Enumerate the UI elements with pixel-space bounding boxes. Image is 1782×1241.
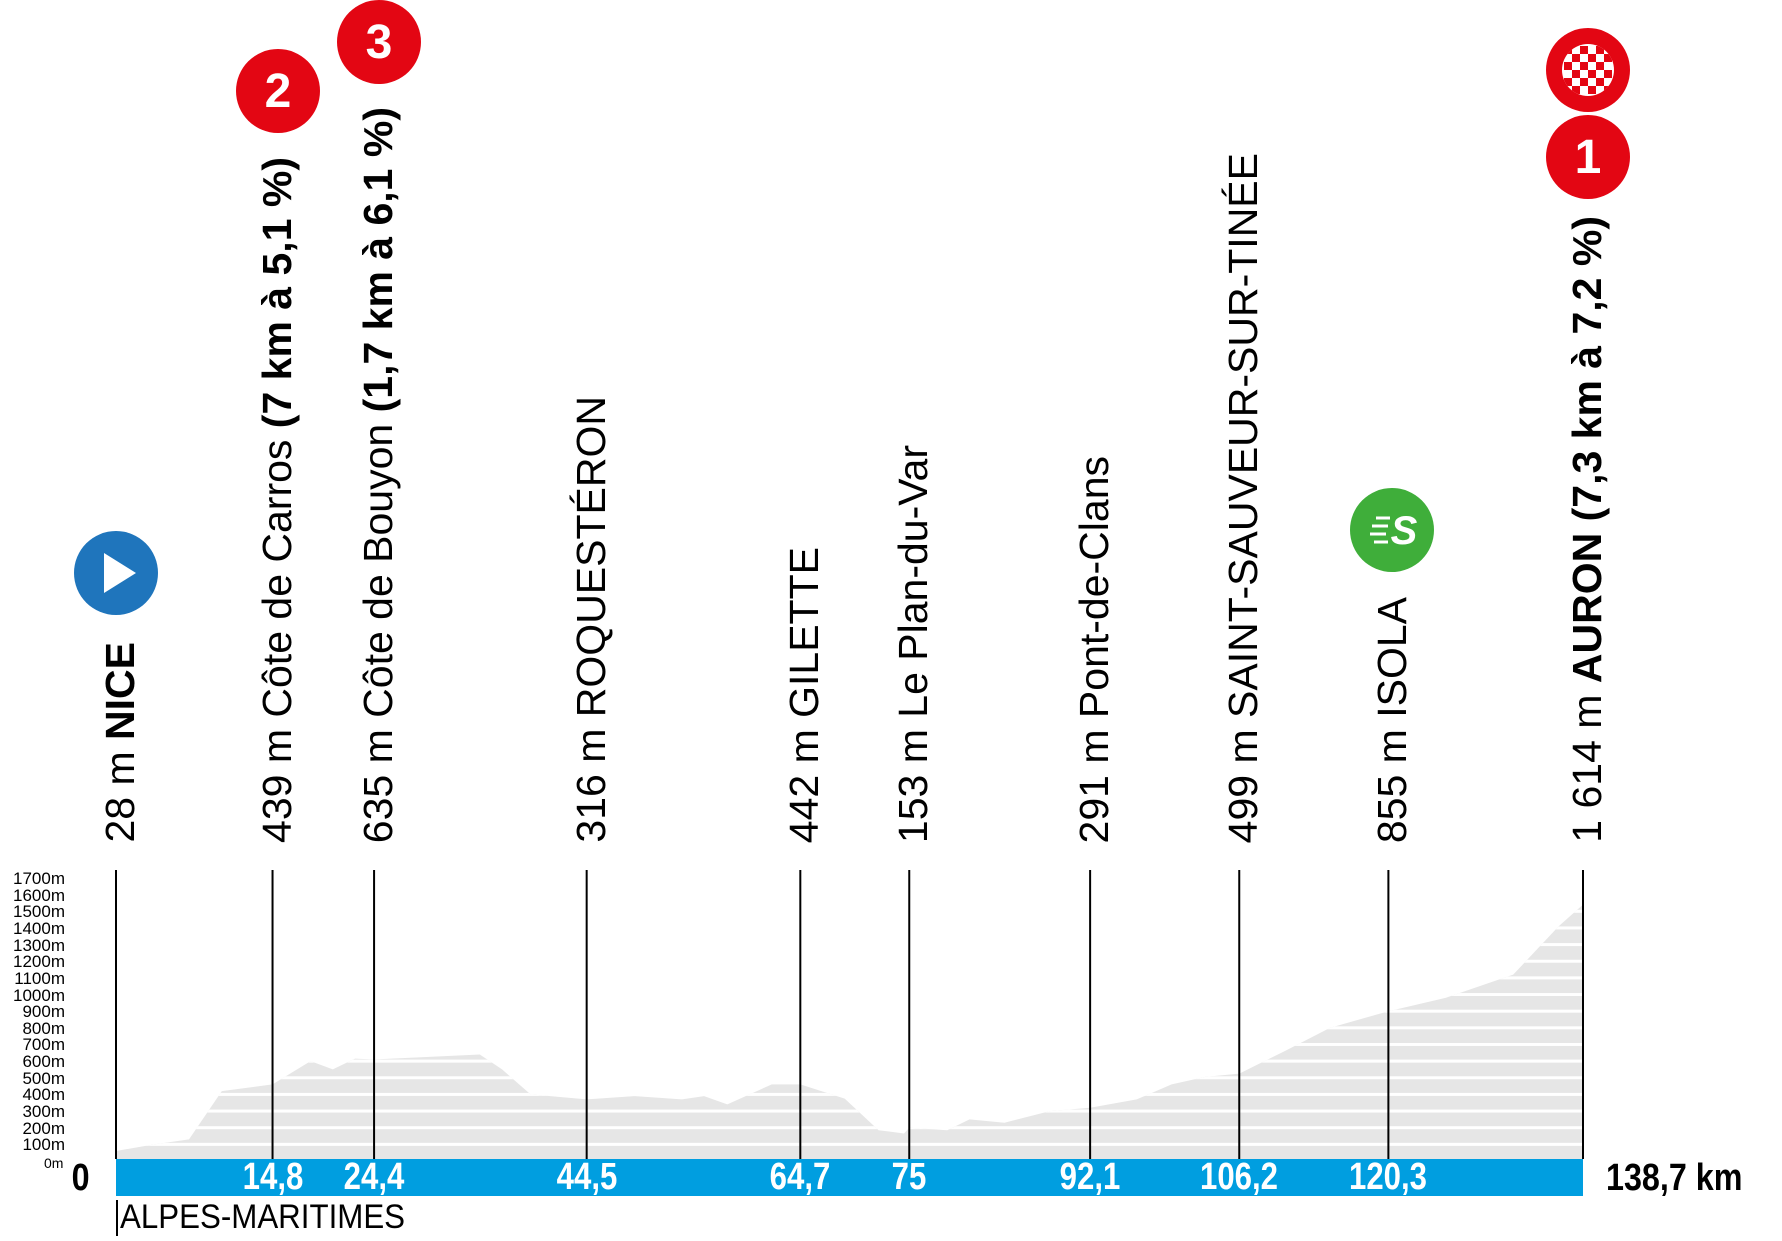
y-tick-label: 0m [44, 1155, 64, 1171]
point-place: ROQUESTÉRON [567, 396, 614, 718]
y-tick-label: 800m [22, 1018, 65, 1038]
y-tick-label: 300m [22, 1102, 65, 1122]
y-tick-label: 1400m [13, 918, 65, 938]
profile-stripe [116, 893, 1583, 896]
km-label: 24,4 [343, 1156, 405, 1198]
profile-stripe [116, 1126, 1583, 1130]
y-tick-label: 600m [22, 1052, 65, 1072]
y-tick-label: 1200m [13, 952, 65, 972]
km-label: 92,1 [1059, 1156, 1121, 1198]
km-label: 75 [891, 1156, 927, 1198]
point-place: GILETTE [781, 546, 828, 718]
climb-category-text: 3 [366, 16, 393, 69]
point-label: 291 m Pont-de-Clans [1070, 456, 1118, 843]
km-label: 120,3 [1349, 1156, 1428, 1198]
y-tick-label: 1000m [13, 985, 65, 1005]
start-icon [74, 531, 158, 615]
y-tick-label: 900m [22, 1002, 65, 1022]
point-elevation: 635 m [355, 729, 402, 843]
total-distance-label: 138,7 km [1606, 1157, 1743, 1199]
point-place: NICE [97, 642, 143, 741]
climb-stats: (7 km à 5,1 %) [253, 157, 300, 429]
profile-stripe [116, 959, 1583, 963]
climb-category-text: 1 [1575, 131, 1602, 184]
region-marker [116, 1200, 118, 1236]
profile-stripe [116, 1076, 1583, 1080]
km-label: 106,2 [1200, 1156, 1279, 1198]
point-place: Le Plan-du-Var [890, 444, 937, 718]
point-label: 635 m Côte de Bouyon (1,7 km à 6,1 %) [354, 107, 402, 843]
point-label: 28 m NICE [96, 642, 144, 843]
profile-stripe [116, 926, 1583, 930]
climb-category-2-icon: 2 [235, 49, 320, 133]
profile-stripe [116, 993, 1583, 997]
y-tick-label: 200m [22, 1118, 65, 1138]
profile-stripe [116, 1109, 1583, 1113]
profile-stripe [116, 877, 1583, 880]
point-elevation: 499 m [1220, 729, 1267, 843]
climb-category-1-icon: 1 [1546, 115, 1630, 199]
point-place: SAINT-SAUVEUR-SUR-TINÉE [1220, 152, 1267, 718]
start-km-label: 0 [71, 1157, 90, 1199]
profile-stripe [116, 1009, 1583, 1013]
finish-flag-icon [1546, 28, 1630, 112]
point-elevation: 153 m [890, 729, 937, 843]
profile-stripe [116, 1026, 1583, 1030]
point-label: 499 m SAINT-SAUVEUR-SUR-TINÉE [1219, 153, 1267, 843]
point-elevation: 1 614 m [1564, 694, 1610, 843]
profile-area [116, 904, 1583, 1161]
profile-stripe [116, 1142, 1583, 1146]
y-tick-label: 500m [22, 1068, 65, 1088]
profile-stripe [116, 909, 1583, 913]
climb-category-text: 2 [264, 65, 291, 118]
profile-stripe [116, 1092, 1583, 1096]
y-tick-label: 1700m [13, 869, 65, 888]
km-label: 64,7 [769, 1156, 831, 1198]
point-elevation: 291 m [1071, 729, 1118, 843]
point-elevation: 442 m [781, 729, 828, 843]
y-tick-label: 1500m [13, 902, 65, 922]
point-elevation: 316 m [567, 729, 614, 843]
sprint-badge-text: S [1391, 509, 1418, 553]
km-label: 44,5 [556, 1156, 617, 1198]
climb-stats: (7,3 km à 7,2 %) [1564, 216, 1610, 522]
region-label: ALPES-MARITIMES [120, 1198, 406, 1236]
y-tick-label: 1600m [13, 885, 65, 905]
profile-stripe [116, 943, 1583, 947]
profile-stripe [116, 976, 1583, 980]
point-label: 316 m ROQUESTÉRON [567, 396, 615, 843]
y-tick-label: 1100m [14, 968, 65, 988]
y-tick-label: 100m [22, 1135, 65, 1155]
y-tick-label: 400m [22, 1085, 65, 1105]
y-tick-label: 700m [22, 1035, 65, 1055]
point-place: Côte de Bouyon [355, 423, 402, 718]
point-place: AURON [1564, 533, 1610, 684]
km-label: 14,8 [242, 1156, 303, 1198]
profile-stripe [116, 1059, 1583, 1063]
point-place: Côte de Carros [253, 439, 300, 718]
sprint-icon: S [1350, 488, 1435, 572]
point-elevation: 855 m [1369, 729, 1416, 843]
point-place: ISOLA [1369, 596, 1416, 718]
point-label: 855 m ISOLA [1368, 597, 1416, 843]
point-elevation: 439 m [253, 729, 300, 843]
distance-bar [116, 1159, 1583, 1196]
climb-stats: (1,7 km à 6,1 %) [355, 106, 402, 413]
point-label: 439 m Côte de Carros (7 km à 5,1 %) [253, 157, 301, 843]
point-elevation: 28 m [97, 751, 143, 843]
point-place: Pont-de-Clans [1071, 455, 1118, 718]
y-tick-label: 1300m [13, 935, 65, 955]
point-label: 1 614 m AURON (7,3 km à 7,2 %) [1563, 216, 1611, 843]
point-label: 153 m Le Plan-du-Var [889, 445, 937, 843]
profile-stripe [116, 1042, 1583, 1046]
point-label: 442 m GILETTE [780, 547, 828, 843]
climb-category-3-icon: 3 [337, 0, 422, 84]
